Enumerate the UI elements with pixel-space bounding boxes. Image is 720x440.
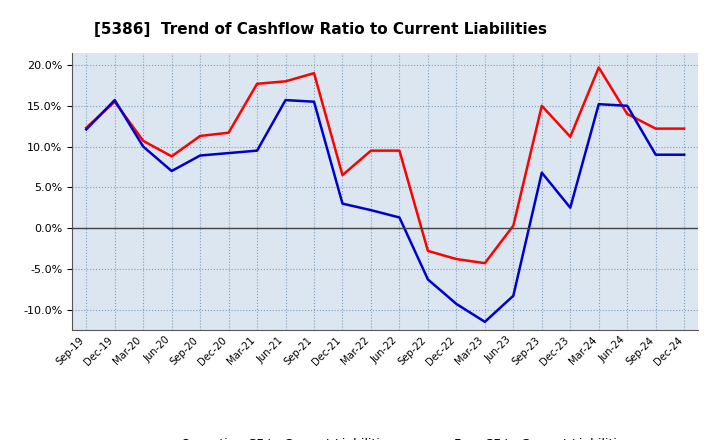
Operating CF to Current Liabilities bbox=[366, 148, 375, 153]
Operating CF to Current Liabilities bbox=[423, 248, 432, 253]
Free CF to Current Liabilities bbox=[282, 97, 290, 103]
Free CF to Current Liabilities bbox=[395, 215, 404, 220]
Free CF to Current Liabilities bbox=[537, 170, 546, 175]
Free CF to Current Liabilities bbox=[225, 150, 233, 156]
Operating CF to Current Liabilities bbox=[82, 125, 91, 130]
Operating CF to Current Liabilities bbox=[395, 148, 404, 153]
Free CF to Current Liabilities bbox=[623, 103, 631, 108]
Operating CF to Current Liabilities bbox=[680, 126, 688, 131]
Free CF to Current Liabilities bbox=[253, 148, 261, 153]
Operating CF to Current Liabilities bbox=[537, 103, 546, 108]
Operating CF to Current Liabilities bbox=[623, 111, 631, 117]
Free CF to Current Liabilities bbox=[652, 152, 660, 158]
Free CF to Current Liabilities bbox=[566, 205, 575, 210]
Operating CF to Current Liabilities bbox=[282, 79, 290, 84]
Free CF to Current Liabilities bbox=[366, 208, 375, 213]
Operating CF to Current Liabilities bbox=[652, 126, 660, 131]
Free CF to Current Liabilities bbox=[167, 169, 176, 174]
Operating CF to Current Liabilities bbox=[338, 172, 347, 178]
Free CF to Current Liabilities bbox=[480, 319, 489, 324]
Line: Free CF to Current Liabilities: Free CF to Current Liabilities bbox=[86, 100, 684, 322]
Operating CF to Current Liabilities bbox=[509, 223, 518, 228]
Free CF to Current Liabilities bbox=[338, 201, 347, 206]
Operating CF to Current Liabilities bbox=[110, 99, 119, 104]
Operating CF to Current Liabilities bbox=[167, 154, 176, 159]
Operating CF to Current Liabilities bbox=[310, 70, 318, 76]
Free CF to Current Liabilities bbox=[680, 152, 688, 158]
Free CF to Current Liabilities bbox=[509, 293, 518, 298]
Operating CF to Current Liabilities bbox=[196, 133, 204, 139]
Free CF to Current Liabilities bbox=[595, 102, 603, 107]
Line: Operating CF to Current Liabilities: Operating CF to Current Liabilities bbox=[86, 67, 684, 263]
Free CF to Current Liabilities bbox=[82, 127, 91, 132]
Operating CF to Current Liabilities bbox=[480, 260, 489, 266]
Legend: Operating CF to Current Liabilities, Free CF to Current Liabilities: Operating CF to Current Liabilities, Fre… bbox=[135, 433, 636, 440]
Operating CF to Current Liabilities bbox=[566, 134, 575, 139]
Operating CF to Current Liabilities bbox=[225, 130, 233, 136]
Free CF to Current Liabilities bbox=[139, 144, 148, 149]
Free CF to Current Liabilities bbox=[452, 301, 461, 307]
Operating CF to Current Liabilities bbox=[139, 138, 148, 143]
Free CF to Current Liabilities bbox=[423, 277, 432, 282]
Operating CF to Current Liabilities bbox=[253, 81, 261, 86]
Text: [5386]  Trend of Cashflow Ratio to Current Liabilities: [5386] Trend of Cashflow Ratio to Curren… bbox=[94, 22, 546, 37]
Free CF to Current Liabilities bbox=[310, 99, 318, 104]
Operating CF to Current Liabilities bbox=[595, 65, 603, 70]
Operating CF to Current Liabilities bbox=[452, 257, 461, 262]
Free CF to Current Liabilities bbox=[110, 97, 119, 103]
Free CF to Current Liabilities bbox=[196, 153, 204, 158]
